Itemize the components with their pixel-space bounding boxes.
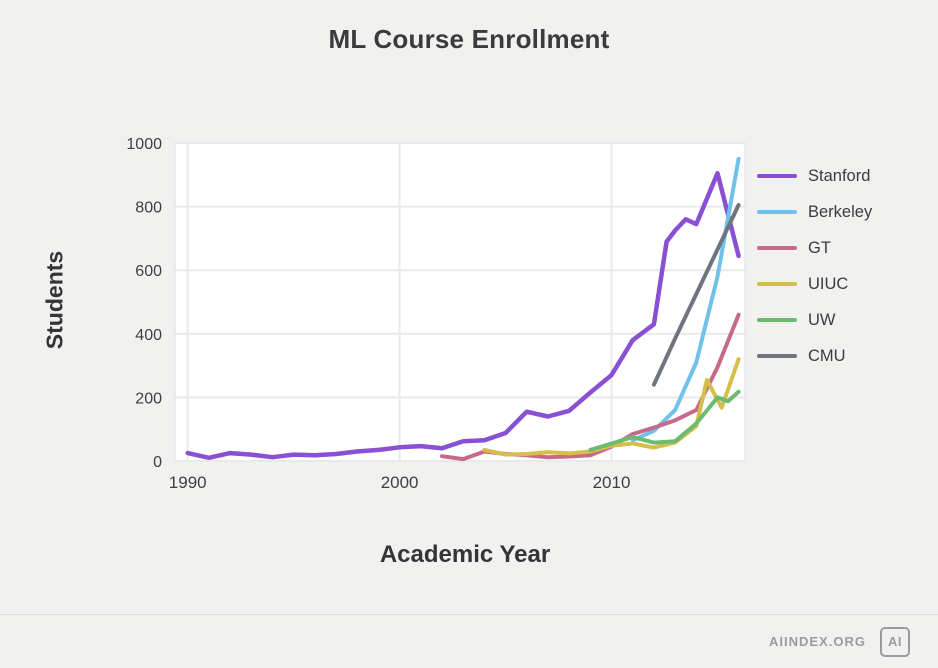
legend-item-gt: GT [757,230,872,266]
legend-label-cmu: CMU [808,346,846,365]
legend-label-uw: UW [808,310,836,329]
x-tick-label-1990: 1990 [169,473,207,492]
legend-swatch-gt [757,246,797,250]
legend-swatch-cmu [757,354,797,358]
legend-item-uw: UW [757,302,872,338]
legend-item-uiuc: UIUC [757,266,872,302]
x-axis-title: Academic Year [379,541,551,568]
plot-area [174,142,746,462]
aiindex-brand-text: AIINDEX.ORG [769,634,866,649]
legend-label-berkeley: Berkeley [808,202,873,221]
x-tick-label-2010: 2010 [593,473,631,492]
aiindex-logo-monogram: AI [888,634,902,649]
legend-swatch-uw [757,318,797,322]
y-tick-label-800: 800 [135,200,162,217]
y-tick-label-1000: 1000 [126,136,162,153]
legend-label-gt: GT [808,238,831,257]
legend-swatch-stanford [757,173,797,179]
legend-label-uiuc: UIUC [808,274,849,293]
legend-swatch-berkeley [757,210,797,214]
y-axis-title: Students [41,250,68,350]
series-line-stanford [185,170,741,461]
series-line-berkeley [630,156,741,443]
legend-item-cmu: CMU [757,338,872,374]
legend-label-stanford: Stanford [808,166,871,185]
enrollment-line-chart: 0 200 400 600 800 1000 1990 2000 2010 [126,136,746,492]
aiindex-logo: AI [880,626,910,657]
y-tick-label-600: 600 [135,263,162,280]
y-tick-label-200: 200 [135,390,162,407]
y-tick-label-400: 400 [135,327,162,344]
series-line-uw [588,389,741,452]
legend-item-berkeley: Berkeley [757,194,872,230]
series-line-cmu [651,203,741,387]
legend-swatch-uiuc [757,282,797,286]
legend-item-stanford: Stanford [757,158,872,194]
series-line-uiuc [482,357,741,457]
chart-legend: Stanford Berkeley GT UIUC UW CMU [757,158,872,374]
footer: AIINDEX.ORG AI [0,614,938,668]
x-tick-label-2000: 2000 [381,473,419,492]
chart-title: ML Course Enrollment [328,24,610,54]
y-tick-label-0: 0 [153,454,162,471]
